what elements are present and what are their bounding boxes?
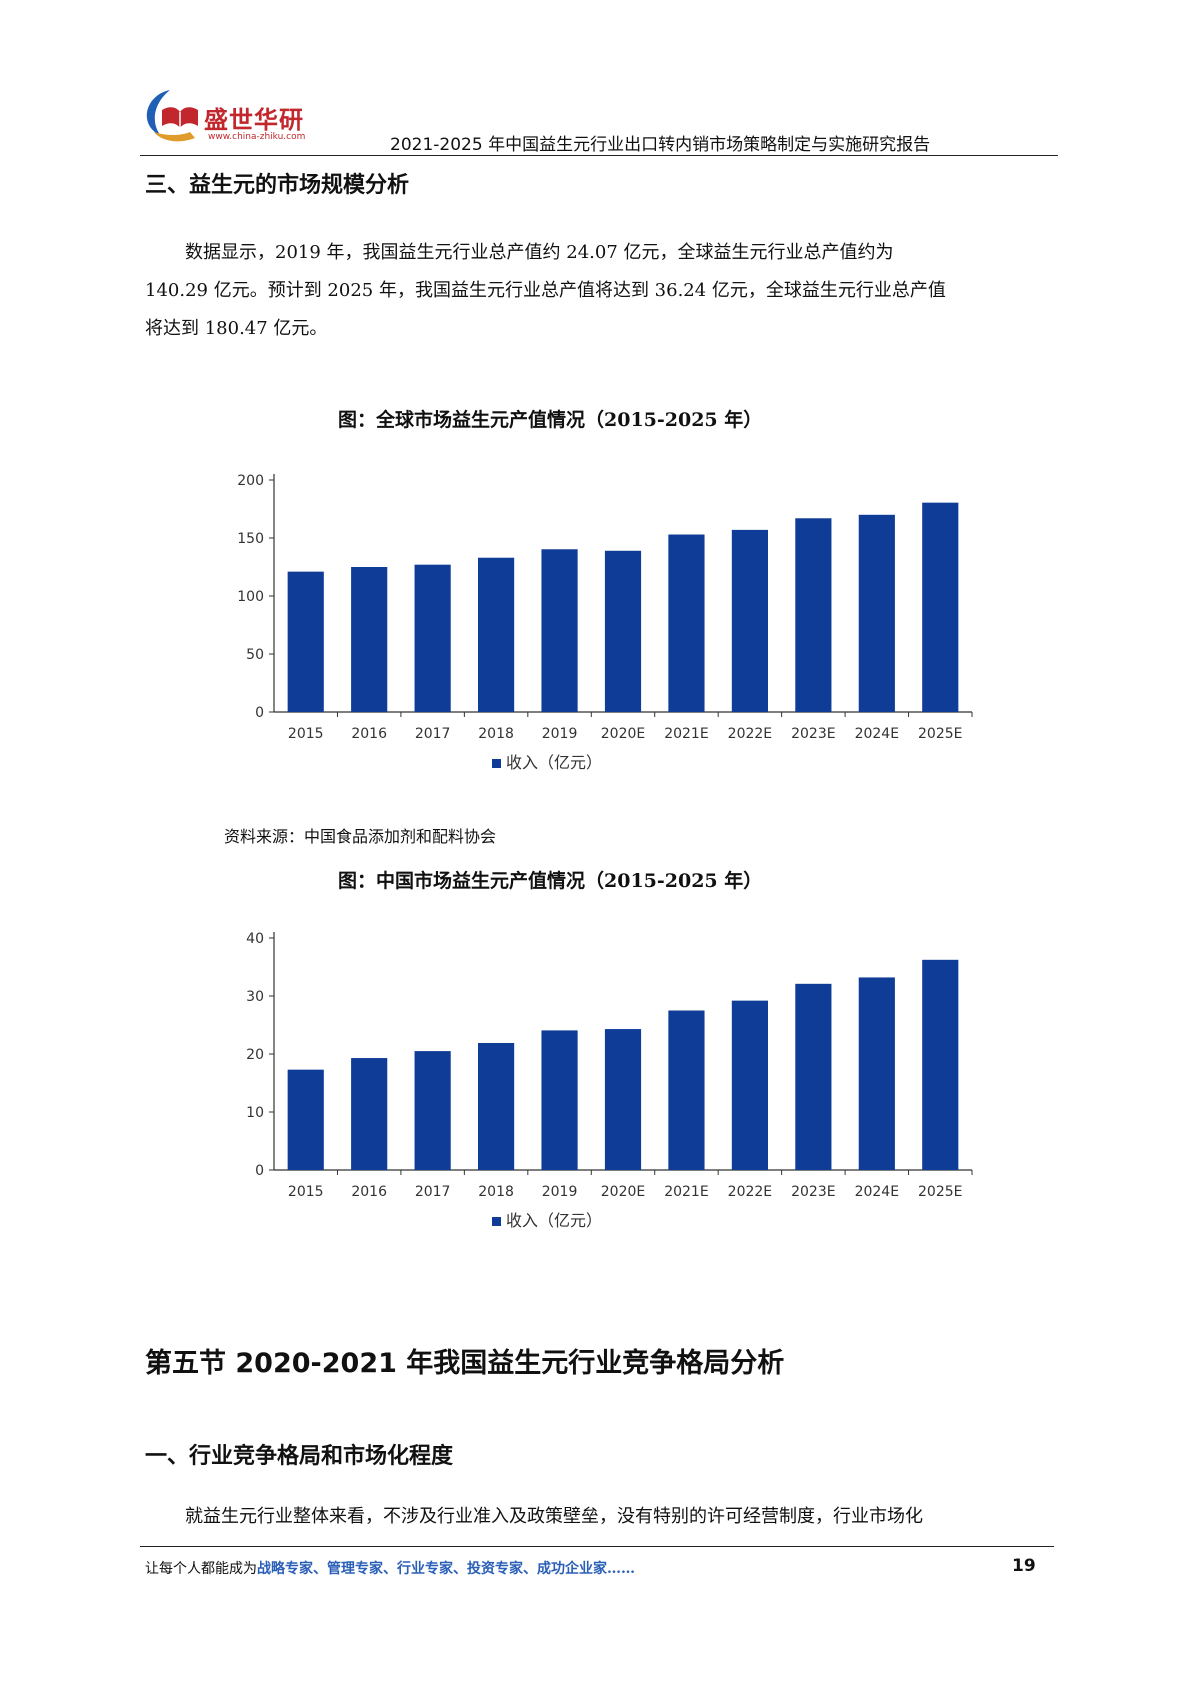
x-tick-label: 2019 bbox=[542, 1184, 578, 1200]
brand-logo-graphic bbox=[146, 90, 198, 142]
footer-slogan: 让每个人都能成为战略专家、管理专家、行业专家、投资专家、成功企业家…… bbox=[145, 1558, 635, 1578]
chart-title-global: 图：全球市场益生元产值情况（2015-2025 年） bbox=[338, 409, 763, 431]
page-number: 19 bbox=[1012, 1556, 1036, 1576]
global-output-bar-chart: 0 50 100 150 200 2015 2016 2017 2018 2019 2020E 202… bbox=[237, 473, 973, 772]
brand-name: 盛世华研 bbox=[204, 106, 304, 134]
y-tick-label: 40 bbox=[246, 931, 264, 947]
bar bbox=[287, 1069, 324, 1170]
bar bbox=[858, 514, 895, 712]
bar bbox=[604, 1029, 642, 1170]
bar bbox=[541, 549, 578, 712]
paragraph-line: 将达到 180.47 亿元。 bbox=[145, 318, 328, 339]
y-tick-label: 150 bbox=[237, 531, 264, 547]
y-tick-label: 10 bbox=[246, 1105, 264, 1121]
bar bbox=[858, 977, 895, 1170]
china-output-bar-chart: 0 10 20 30 40 2015 2016 2017 2018 2019 2020E 2021E 2… bbox=[246, 931, 973, 1230]
x-tick-label: 2015 bbox=[288, 1184, 324, 1200]
x-tick-label: 2016 bbox=[351, 726, 387, 742]
x-tick-label: 2017 bbox=[415, 726, 451, 742]
bar bbox=[478, 557, 515, 712]
bar bbox=[922, 502, 959, 712]
body-paragraph: 就益生元行业整体来看，不涉及行业准入及政策壁垒，没有特别的许可经营制度，行业市场… bbox=[145, 1498, 1065, 1536]
bar bbox=[351, 567, 388, 712]
bar bbox=[414, 1051, 451, 1170]
bar bbox=[731, 1000, 768, 1170]
bar bbox=[541, 1030, 578, 1170]
x-tick-label: 2023E bbox=[791, 726, 835, 742]
header-divider bbox=[140, 155, 1058, 156]
x-tick-label: 2021E bbox=[664, 1184, 708, 1200]
x-tick-label: 2025E bbox=[918, 726, 962, 742]
legend-label: 收入（亿元） bbox=[506, 1211, 602, 1230]
bar bbox=[287, 571, 324, 712]
intro-paragraph: 数据显示，2019 年，我国益生元行业总产值约 24.07 亿元，全球益生元行业… bbox=[145, 234, 1065, 348]
slogan-prefix: 让每个人都能成为 bbox=[145, 1561, 257, 1577]
x-tick-label: 2020E bbox=[601, 726, 645, 742]
x-tick-label: 2022E bbox=[728, 1184, 772, 1200]
paragraph-line: 就益生元行业整体来看，不涉及行业准入及政策壁垒，没有特别的许可经营制度，行业市场… bbox=[185, 1506, 923, 1527]
bar bbox=[668, 534, 705, 712]
y-tick-label: 30 bbox=[246, 989, 264, 1005]
x-tick-label: 2022E bbox=[728, 726, 772, 742]
x-tick-label: 2019 bbox=[542, 726, 578, 742]
x-tick-label: 2015 bbox=[288, 726, 324, 742]
report-title: 2021-2025 年中国益生元行业出口转内销市场策略制定与实施研究报告 bbox=[390, 135, 931, 155]
brand-logo bbox=[140, 80, 300, 150]
legend-swatch bbox=[492, 759, 501, 768]
y-tick-label: 100 bbox=[237, 589, 264, 605]
x-tick-label: 2017 bbox=[415, 1184, 451, 1200]
bar bbox=[604, 550, 642, 712]
x-tick-label: 2016 bbox=[351, 1184, 387, 1200]
legend-swatch bbox=[492, 1217, 501, 1226]
y-tick-label: 0 bbox=[255, 1163, 264, 1179]
brand-url: www.china-zhiku.com bbox=[208, 132, 306, 142]
section-heading-market-size: 三、益生元的市场规模分析 bbox=[145, 173, 410, 198]
paragraph-line: 数据显示，2019 年，我国益生元行业总产值约 24.07 亿元，全球益生元行业… bbox=[185, 242, 894, 263]
x-tick-label: 2020E bbox=[601, 1184, 645, 1200]
bar bbox=[795, 983, 832, 1170]
bar bbox=[478, 1042, 515, 1170]
footer-divider bbox=[140, 1546, 1054, 1547]
chart-title-china: 图：中国市场益生元产值情况（2015-2025 年） bbox=[338, 870, 763, 892]
bar bbox=[351, 1058, 388, 1170]
legend-label: 收入（亿元） bbox=[506, 753, 602, 772]
x-tick-label: 2021E bbox=[664, 726, 708, 742]
y-tick-label: 50 bbox=[246, 647, 264, 663]
source-note: 资料来源：中国食品添加剂和配料协会 bbox=[224, 827, 497, 846]
x-tick-label: 2023E bbox=[791, 1184, 835, 1200]
section-heading-competition: 第五节 2020-2021 年我国益生元行业竞争格局分析 bbox=[145, 1348, 785, 1379]
bar bbox=[414, 564, 451, 712]
x-tick-label: 2018 bbox=[478, 726, 514, 742]
bar bbox=[922, 959, 959, 1170]
bar bbox=[731, 529, 768, 712]
bar bbox=[668, 1010, 705, 1170]
y-tick-label: 0 bbox=[255, 705, 264, 721]
section-heading-marketization: 一、行业竞争格局和市场化程度 bbox=[145, 1444, 454, 1469]
slogan-highlight: 战略专家、管理专家、行业专家、投资专家、成功企业家…… bbox=[257, 1561, 635, 1577]
x-tick-label: 2018 bbox=[478, 1184, 514, 1200]
x-tick-label: 2024E bbox=[855, 726, 899, 742]
y-tick-label: 20 bbox=[246, 1047, 264, 1063]
y-tick-label: 200 bbox=[237, 473, 264, 489]
paragraph-line: 140.29 亿元。预计到 2025 年，我国益生元行业总产值将达到 36.24… bbox=[145, 280, 946, 301]
x-tick-label: 2024E bbox=[855, 1184, 899, 1200]
x-tick-label: 2025E bbox=[918, 1184, 962, 1200]
bar bbox=[795, 518, 832, 712]
